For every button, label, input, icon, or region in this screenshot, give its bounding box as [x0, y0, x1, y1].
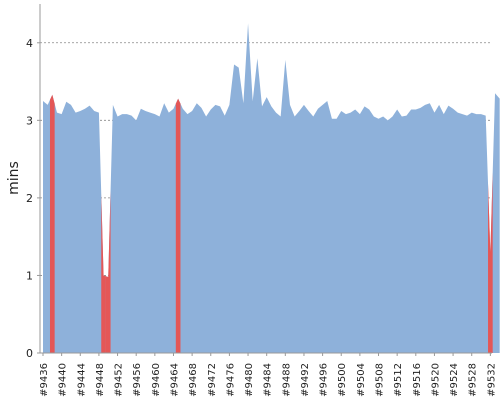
x-tick-label-9496: #9496: [319, 363, 330, 397]
y-tick-label-2: 2: [26, 192, 33, 205]
y-tick-label-1: 1: [26, 269, 33, 282]
y-tick-labels: 0 1 2 3 4: [26, 37, 40, 360]
highlight-bar-9532: [488, 172, 493, 353]
x-tick-label-9500: #9500: [337, 363, 348, 397]
y-tick-label-4: 4: [26, 37, 33, 50]
x-tick-label-9508: #9508: [375, 363, 386, 397]
x-tick-label-9456: #9456: [132, 363, 143, 397]
x-tick-label-9480: #9480: [244, 363, 255, 397]
x-tick-labels: #9436 #9440 #9444 #9448 #9452 #9456 #9460 #9464…: [39, 353, 497, 397]
x-tick-label-9532: #9532: [486, 363, 497, 397]
x-tick-label-9524: #9524: [449, 363, 460, 397]
highlight-bar-9438: [49, 94, 55, 354]
x-tick-label-9476: #9476: [225, 363, 236, 397]
x-tick-label-9520: #9520: [430, 363, 441, 397]
x-tick-label-9436: #9436: [39, 363, 50, 397]
y-axis-label: mins: [6, 161, 22, 195]
x-tick-label-9464: #9464: [169, 363, 180, 397]
x-tick-label-9440: #9440: [58, 363, 69, 397]
highlight-layer: [49, 94, 493, 354]
x-tick-label-9452: #9452: [114, 363, 125, 397]
y-tick-label-0: 0: [26, 347, 33, 360]
highlight-bar-9450: [105, 190, 111, 353]
x-tick-label-9504: #9504: [356, 363, 367, 397]
x-tick-label-9444: #9444: [76, 363, 87, 397]
x-tick-label-9460: #9460: [151, 363, 162, 397]
x-tick-label-9472: #9472: [207, 363, 218, 397]
area-series: [43, 23, 500, 353]
y-tick-label-3: 3: [26, 114, 33, 127]
x-tick-label-9448: #9448: [95, 363, 106, 397]
x-tick-label-9468: #9468: [188, 363, 199, 397]
x-tick-label-9492: #9492: [300, 363, 311, 397]
x-tick-label-9484: #9484: [263, 363, 274, 397]
axes: [39, 4, 492, 354]
x-tick-label-9528: #9528: [468, 363, 479, 397]
highlight-bar-9465: [175, 98, 181, 354]
x-tick-label-9488: #9488: [281, 363, 292, 397]
highlight-bar-9449: [101, 194, 106, 353]
area-layer: [43, 23, 500, 353]
x-tick-label-9516: #9516: [412, 363, 423, 397]
x-tick-label-9512: #9512: [393, 363, 404, 397]
